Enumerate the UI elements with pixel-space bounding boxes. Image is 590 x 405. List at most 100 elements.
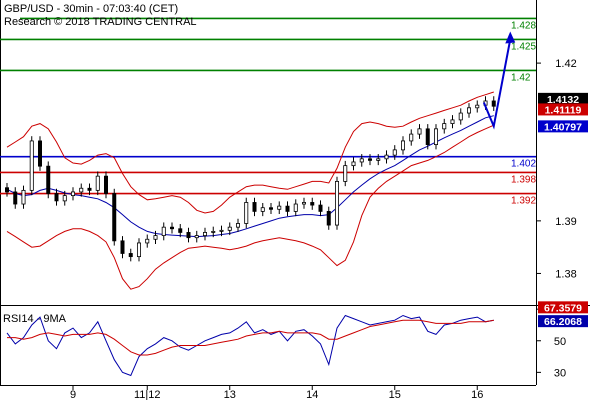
price-tick-label: 1.38 [555, 268, 576, 280]
time-tick-label: 14 [306, 389, 318, 400]
rsi-line [6, 314, 494, 377]
candle [260, 202, 265, 217]
candle [62, 190, 67, 206]
candle-body [38, 140, 43, 167]
candle [46, 161, 51, 199]
candle-body [5, 187, 10, 193]
candle-body [227, 226, 232, 231]
candle-body [128, 253, 133, 258]
candle [21, 185, 26, 209]
candle [376, 154, 381, 166]
candle-body [392, 149, 397, 156]
candle-body [244, 202, 249, 224]
candle-body [334, 181, 339, 226]
candle-body [293, 203, 298, 212]
candle-body [367, 158, 372, 161]
candle-body [277, 205, 282, 210]
candle-body [29, 140, 34, 191]
price-panel: 1.38 1.39 1.42 1.428 1.425 1.42 1.402 1.398 1.39… [0, 17, 588, 290]
rsi-tag-label: 67.3579 [544, 302, 582, 314]
candle-body [79, 187, 84, 193]
candle [351, 157, 356, 171]
candle [112, 188, 117, 246]
price-tag-box [538, 120, 588, 133]
level-label-pivot: 1.402 [511, 159, 536, 170]
candle [145, 234, 150, 248]
candle-body [161, 226, 166, 236]
candle [343, 160, 348, 187]
candle [87, 183, 92, 196]
candle [95, 171, 100, 196]
candle-body [169, 226, 174, 230]
candle [104, 171, 109, 199]
forecast-arrow-line [482, 39, 512, 130]
price-tag-label: 1.40797 [544, 121, 582, 133]
candle-body [71, 191, 76, 197]
candle-body [153, 235, 158, 240]
candle-body [136, 242, 141, 258]
candle-body [145, 238, 150, 244]
candle [409, 129, 414, 146]
candle-body [425, 128, 430, 146]
candle [384, 150, 389, 164]
candle-body [359, 158, 364, 163]
candle-body [252, 202, 257, 212]
candle [334, 176, 339, 230]
candle [458, 108, 463, 125]
candle [277, 201, 282, 215]
rsi-tag-label: 66.2068 [544, 316, 582, 328]
candle-body [400, 140, 405, 151]
candle [235, 218, 240, 232]
candle [202, 227, 207, 241]
candle-body [13, 191, 18, 205]
candle [227, 222, 232, 236]
candle-body [417, 128, 422, 135]
candle-body [458, 112, 463, 121]
candle [417, 124, 422, 139]
time-tick-label: 9 [70, 389, 76, 400]
candle [359, 154, 364, 167]
candle-body [409, 133, 414, 142]
candle-body [46, 165, 51, 194]
candle [211, 226, 216, 238]
price-tick-label: 1.39 [555, 216, 576, 228]
candle-body [54, 193, 59, 202]
forecast-arrow-head [505, 31, 516, 44]
candle [153, 230, 158, 244]
candle [194, 230, 199, 243]
candle-body [376, 158, 381, 161]
candle [466, 103, 471, 118]
candle-body [343, 165, 348, 182]
candle [128, 248, 133, 262]
candle [169, 222, 174, 234]
candle [219, 225, 224, 237]
time-tick-label: 15 [389, 389, 401, 400]
candle-body [21, 189, 26, 205]
candle [392, 145, 397, 160]
candle-body [202, 232, 207, 236]
rsi-tag-box [538, 315, 588, 328]
candle-body [194, 235, 199, 239]
candle-body [260, 207, 265, 212]
candle [79, 183, 84, 197]
candle [29, 136, 34, 196]
candle [13, 187, 18, 209]
moving-average-line [6, 115, 494, 238]
candle [491, 96, 496, 111]
bollinger-upper-line [6, 91, 494, 214]
candle [367, 154, 372, 166]
candle [475, 100, 480, 113]
candle [136, 238, 141, 262]
candle [285, 201, 290, 217]
candle-body [112, 193, 117, 242]
candle-body [62, 195, 67, 202]
candle-body [442, 123, 447, 130]
candle-body [310, 202, 315, 206]
candle [425, 124, 430, 150]
candle [5, 183, 10, 197]
candle [54, 188, 59, 206]
level-label-support: 1.392 [511, 196, 536, 207]
bollinger-lower-line [6, 124, 494, 290]
